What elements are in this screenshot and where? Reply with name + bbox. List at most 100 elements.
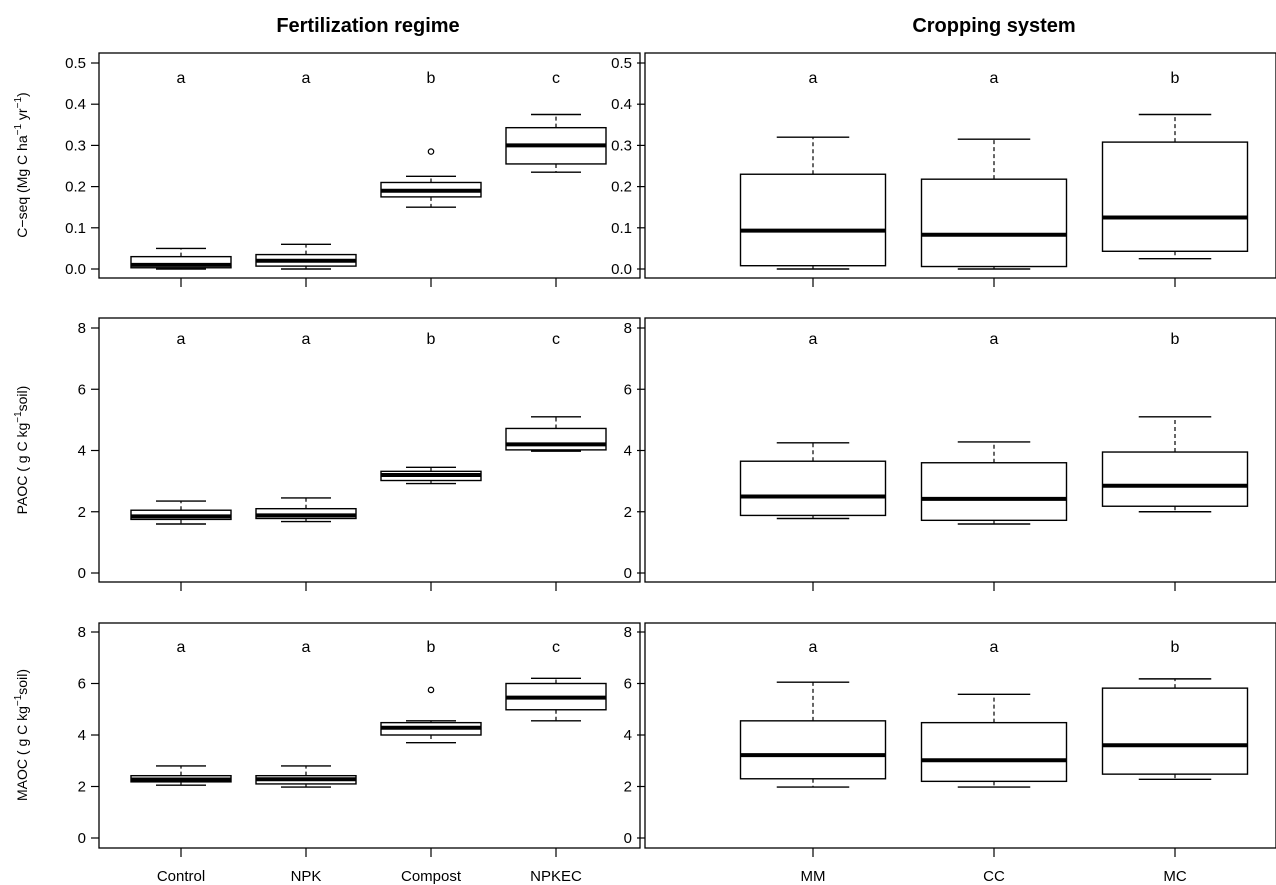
significance-letter: a	[302, 70, 311, 87]
x-tick-label: NPK	[291, 868, 322, 885]
y-tick-label: 0.1	[611, 220, 632, 237]
y-tick-label: 6	[78, 676, 86, 693]
plot-frame	[644, 317, 1276, 583]
y-tick-label: 0.0	[65, 261, 86, 278]
iqr-box	[920, 721, 1068, 783]
box-cc: a	[920, 70, 1068, 270]
y-tick-label: 6	[624, 676, 632, 693]
iqr-box	[130, 255, 232, 269]
plot-frame	[644, 52, 1276, 279]
significance-letter: a	[809, 70, 818, 87]
iqr-box	[739, 460, 887, 517]
outlier-point	[427, 148, 435, 155]
y-tick-label: 2	[624, 504, 632, 521]
panel-paoc-crop: 0 2 4 6 8 a a b	[624, 317, 1276, 591]
y-tick-label: 8	[78, 320, 86, 337]
y-tick-label: 8	[624, 624, 632, 641]
panel-maoc-fert: 0 2 4 6 8 a Control a NPK b Compost c NPKEC	[78, 622, 641, 885]
y-tick-label: 0	[78, 565, 86, 582]
x-tick-label: NPKEC	[530, 868, 582, 885]
box-npk: a	[255, 331, 357, 523]
panel-maoc-crop: 0 2 4 6 8 a MM a CC b MC	[624, 622, 1276, 885]
plot-frame	[98, 52, 641, 279]
significance-letter: a	[809, 639, 818, 656]
significance-letter: b	[1171, 639, 1180, 656]
y-tick-label: 4	[624, 443, 632, 460]
panels: 0.0 0.1 0.2 0.3 0.4 0.5 a a b c 0.0 0.1 0.2 0.3 0.4 0.5…	[65, 52, 1276, 885]
iqr-box	[739, 173, 887, 267]
panel-cseq-crop: 0.0 0.1 0.2 0.3 0.4 0.5 a a b	[611, 52, 1276, 287]
iqr-box	[505, 427, 607, 451]
box-npk: a	[255, 70, 357, 270]
box-mm: a	[739, 331, 887, 520]
box-compost: b	[380, 70, 482, 208]
y-axis-label-cseq: C−seq (Mg C ha−1 yr−1)	[13, 92, 30, 237]
y-tick-label: 0	[624, 830, 632, 847]
significance-letter: a	[809, 331, 818, 348]
y-tick-label: 0.4	[611, 96, 632, 113]
box-compost: b	[380, 331, 482, 485]
y-tick-label: 8	[78, 624, 86, 641]
box-control: a	[130, 639, 232, 786]
box-control: a	[130, 331, 232, 525]
x-tick-label: Compost	[401, 868, 462, 885]
significance-letter: b	[1171, 331, 1180, 348]
y-tick-label: 0.2	[65, 179, 86, 196]
y-tick-label: 2	[624, 779, 632, 796]
column-title-cropping: Cropping system	[912, 15, 1075, 37]
box-cc: a	[920, 639, 1068, 788]
panel-paoc-fert: 0 2 4 6 8 a a b c	[78, 317, 641, 591]
y-tick-label: 0.5	[65, 55, 86, 72]
box-mc: b	[1101, 639, 1249, 780]
outlier-point	[427, 686, 435, 694]
significance-letter: b	[427, 639, 436, 656]
y-tick-label: 0.5	[611, 55, 632, 72]
y-tick-label: 6	[624, 381, 632, 398]
box-control: a	[130, 70, 232, 270]
plot-frame	[98, 622, 641, 849]
y-tick-label: 0	[624, 565, 632, 582]
iqr-box	[1101, 141, 1249, 252]
significance-letter: a	[990, 331, 999, 348]
box-npkec: c	[505, 70, 607, 173]
box-npkec: c	[505, 639, 607, 722]
y-tick-label: 8	[624, 320, 632, 337]
significance-letter: a	[990, 639, 999, 656]
y-tick-label: 0.1	[65, 220, 86, 237]
significance-letter: c	[552, 70, 560, 87]
significance-letter: a	[990, 70, 999, 87]
significance-letter: a	[177, 70, 186, 87]
iqr-box	[920, 462, 1068, 522]
y-tick-label: 6	[78, 381, 86, 398]
box-cc: a	[920, 331, 1068, 525]
box-mc: b	[1101, 331, 1249, 513]
iqr-box	[1101, 687, 1249, 775]
iqr-box	[920, 178, 1068, 268]
significance-letter: a	[177, 639, 186, 656]
significance-letter: c	[552, 639, 560, 656]
x-tick-label: MM	[801, 868, 826, 885]
significance-letter: a	[177, 331, 186, 348]
y-tick-label: 0.4	[65, 96, 86, 113]
iqr-box	[1101, 451, 1249, 507]
y-tick-label: 0.3	[611, 137, 632, 154]
y-tick-label: 2	[78, 504, 86, 521]
significance-letter: a	[302, 331, 311, 348]
significance-letter: c	[552, 331, 560, 348]
column-title-fertilization: Fertilization regime	[276, 15, 459, 37]
x-tick-label: Control	[157, 868, 205, 885]
significance-letter: b	[427, 331, 436, 348]
y-axis-label-maoc: MAOC ( g C kg−1soil)	[13, 669, 30, 801]
box-mm: a	[739, 70, 887, 270]
y-axis-label-paoc: PAOC ( g C kg−1soil)	[13, 386, 30, 515]
box-compost: b	[380, 639, 482, 744]
iqr-box	[739, 720, 887, 780]
y-tick-label: 0.0	[611, 261, 632, 278]
x-tick-label: MC	[1163, 868, 1186, 885]
significance-letter: a	[302, 639, 311, 656]
y-tick-label: 0	[78, 830, 86, 847]
y-tick-label: 4	[78, 443, 86, 460]
y-tick-label: 0.3	[65, 137, 86, 154]
significance-letter: b	[1171, 70, 1180, 87]
